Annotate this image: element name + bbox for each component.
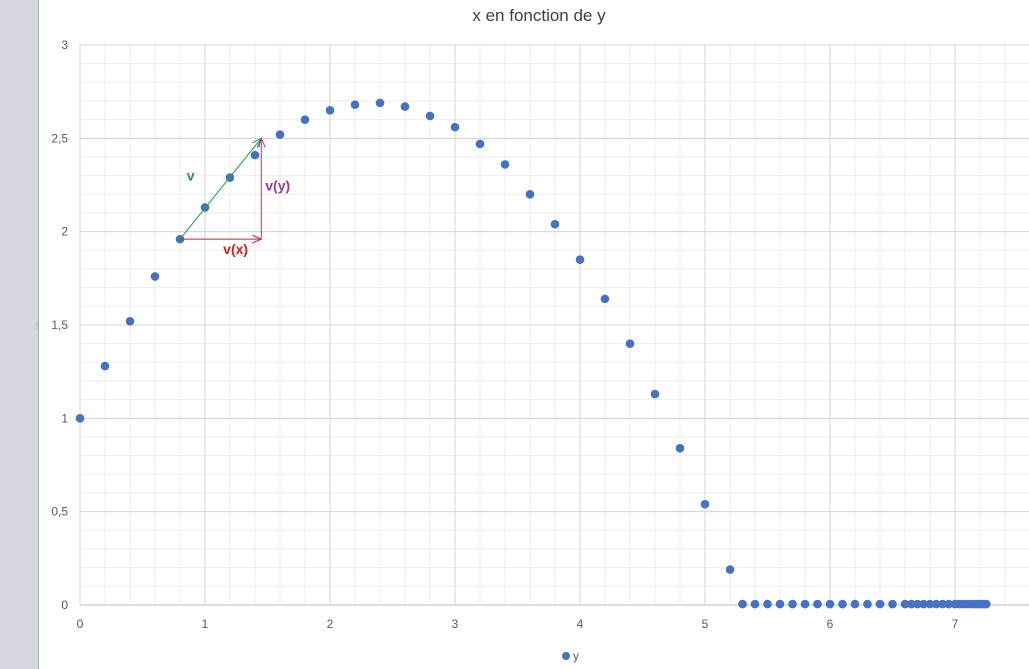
data-point [500,160,510,169]
data-point [150,272,160,281]
data-point [800,599,810,609]
y-tick-label: 3 [61,38,68,52]
data-point [650,389,660,399]
legend-label: y [573,649,579,663]
data-point [400,102,410,111]
data-point [425,111,435,121]
major-gridlines [79,44,1029,606]
data-point [900,599,910,609]
vector-arrow-v [179,138,261,240]
data-point [888,599,897,609]
data-point [375,98,385,108]
x-tick-label: 0 [77,617,84,631]
data-point [75,414,85,423]
data-point [725,565,735,574]
vector-label: v(x) [223,241,248,257]
data-point [625,339,635,348]
data-point [775,599,785,609]
data-point [906,599,916,609]
data-point [100,361,110,371]
data-point [875,599,885,609]
data-point [700,499,710,509]
y-tick-label: 0,5 [51,505,68,519]
data-points [75,98,991,609]
data-point [938,599,947,609]
data-point [825,599,835,609]
data-point [863,599,872,609]
y-tick-label: 2 [61,225,68,239]
legend: y [562,649,579,663]
data-point [838,599,847,609]
x-tick-label: 7 [952,617,959,631]
legend-marker [562,652,570,660]
data-point [450,122,460,132]
data-point [763,599,772,609]
data-point [300,115,310,124]
x-tick-label: 5 [702,617,709,631]
data-point [925,599,935,609]
x-tick-label: 3 [452,617,459,631]
x-tick-label: 4 [577,617,584,631]
y-tick-label: 0 [61,598,68,612]
y-tick-label: 2,5 [51,131,68,145]
data-point [475,139,485,149]
vector-label: v [187,168,195,184]
y-tick-label: 1,5 [51,318,68,332]
tick-labels: 0 1 2 3 4 5 6 7 0 0,5 1 1,5 2 2,5 3 [51,38,958,631]
data-point [350,100,360,110]
x-tick-label: 2 [327,617,334,631]
data-point [944,599,954,609]
data-point [813,599,822,609]
vector-label: v(y) [265,178,290,194]
data-point [931,599,941,609]
data-point [575,255,585,264]
data-point [525,190,535,199]
data-point [919,599,929,609]
data-point [125,316,135,326]
data-point [275,130,285,139]
data-point [913,599,922,609]
data-point [550,219,560,229]
data-point [788,599,797,609]
data-point [675,443,685,453]
data-point [750,599,760,609]
vector-annotations: v v(x) v(y) [179,138,290,257]
data-point [981,599,991,609]
data-point [250,150,260,160]
data-point [738,599,747,609]
chart-area[interactable] [39,0,1029,669]
data-point [600,294,610,304]
worksheet-margin [0,0,38,669]
x-tick-label: 6 [827,617,834,631]
margin-divider [38,0,39,669]
x-tick-label: 1 [202,617,209,631]
data-point [325,106,335,115]
chart-title: x en fonction de y [472,6,606,25]
data-point [850,599,860,609]
y-tick-label: 1 [61,411,68,425]
